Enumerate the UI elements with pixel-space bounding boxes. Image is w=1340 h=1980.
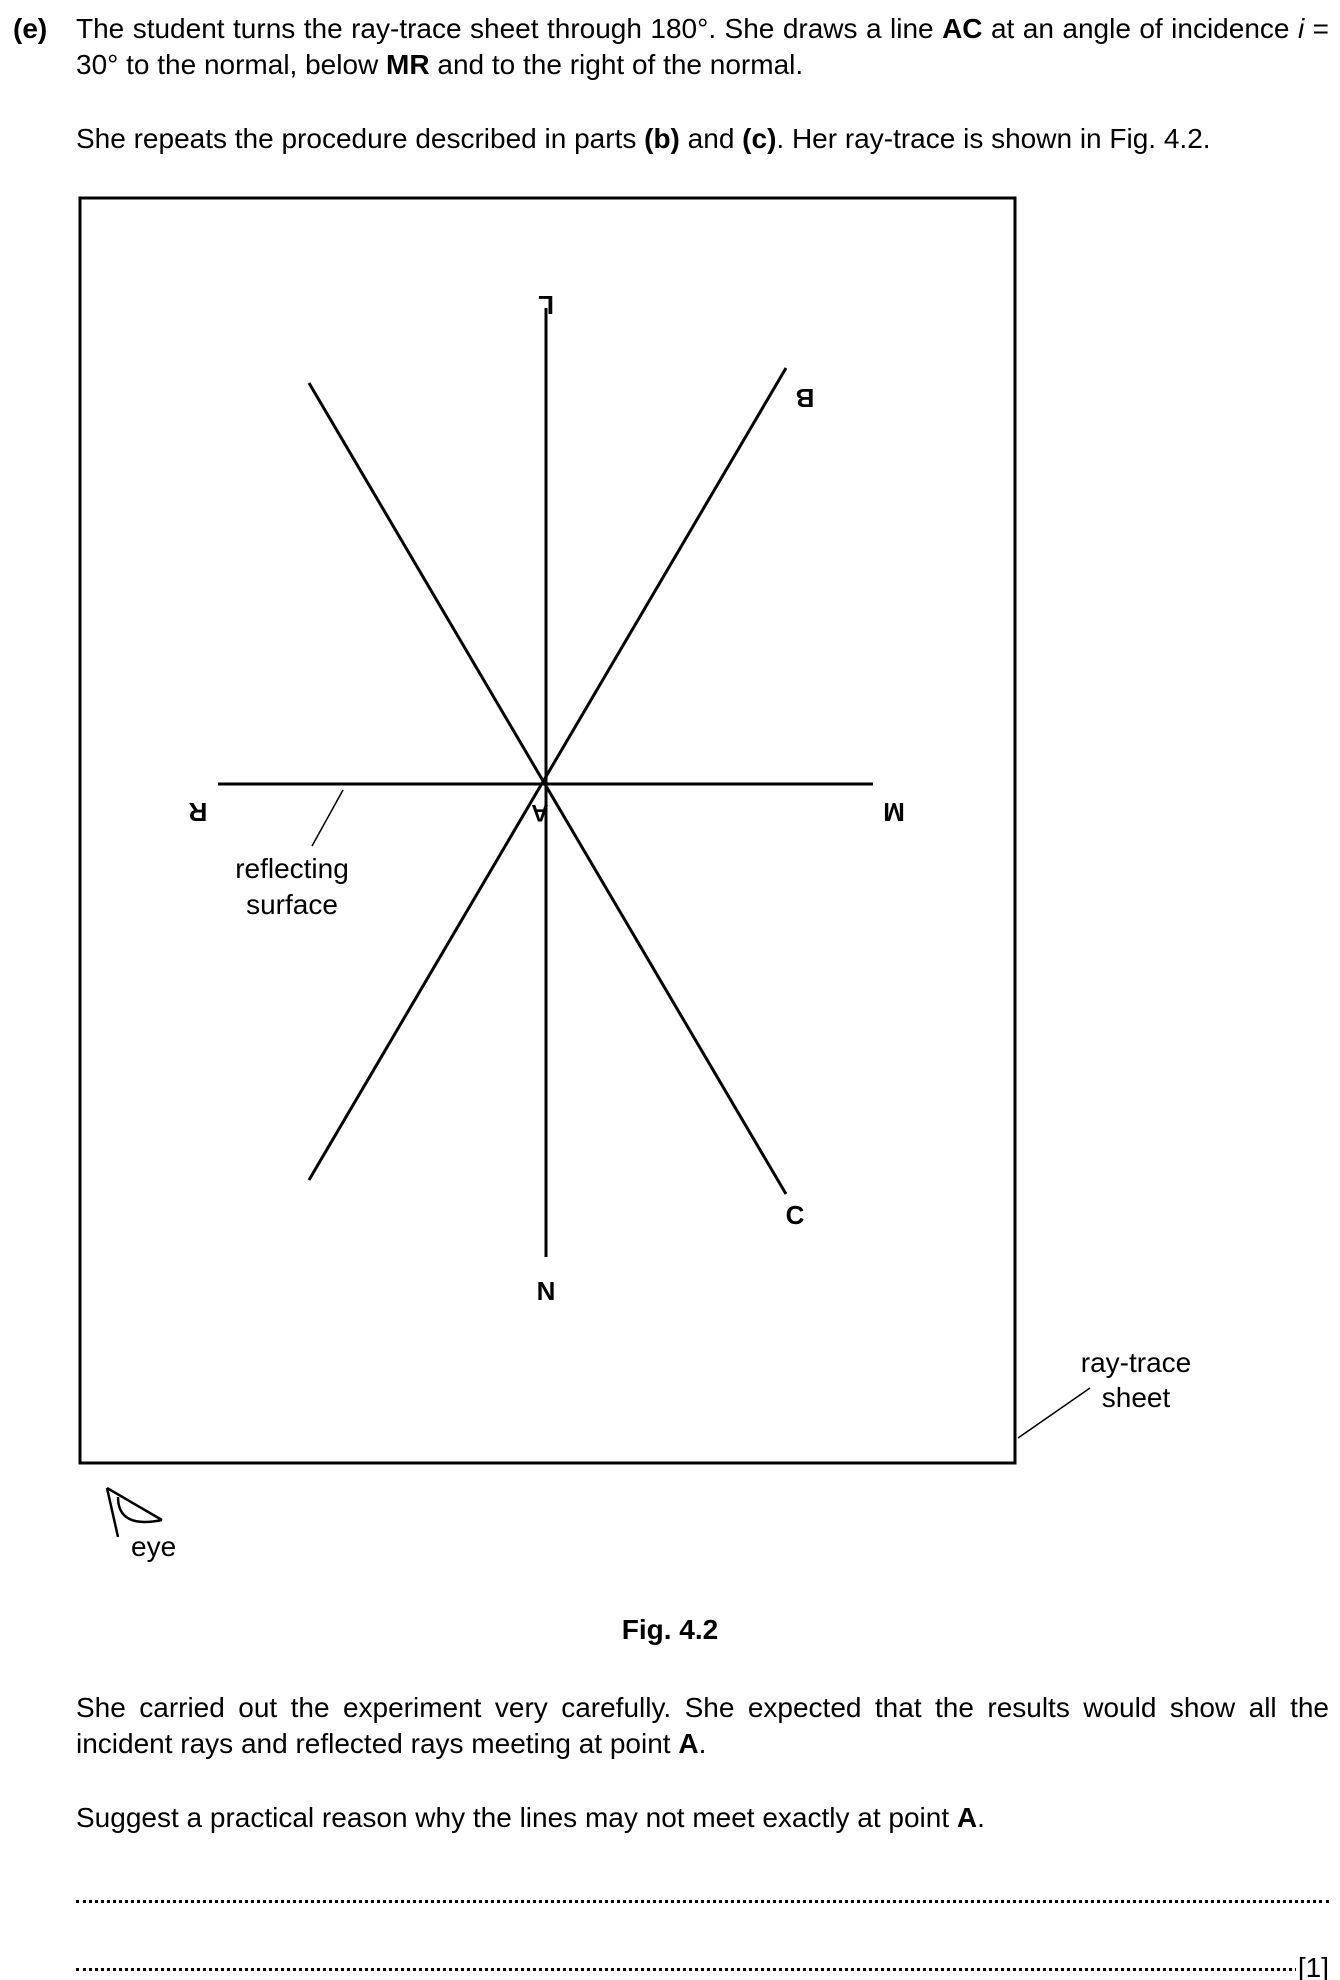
sheet-label-1: ray-trace [1081,1347,1191,1378]
sheet-pointer [1017,1387,1091,1439]
ray-line-c [307,382,788,1195]
label-c: C [786,1200,805,1230]
label-l: L [538,290,554,320]
ray-line-b [307,367,788,1181]
eye-label: eye [131,1531,176,1562]
label-a: A [531,799,548,826]
eye-icon [105,1486,163,1538]
ray-trace-sheet [78,196,1017,1465]
sheet-label-2: sheet [1102,1382,1171,1413]
label-m: M [883,797,905,827]
label-r: R [188,797,207,827]
reflecting-surface-pointer [311,789,344,847]
question-intro: The student turns the ray-trace sheet th… [76,13,1329,80]
part-label: (e) [13,13,48,44]
mark-allocation: [1] [1295,1950,1329,1980]
reflecting-surface-label-2: surface [246,889,338,920]
expectation-text: She carried out the experiment very care… [76,1692,1329,1759]
answer-line-2[interactable]: [1] [76,1944,1329,1980]
figure-caption: Fig. 4.2 [621,1614,719,1645]
label-n: N [537,1276,556,1306]
label-b: B [796,383,815,413]
question-prompt: Suggest a practical reason why the lines… [76,1802,985,1833]
question-repeat: She repeats the procedure described in p… [76,123,1211,154]
answer-line-1[interactable] [76,1876,1329,1912]
reflecting-surface-label-1: reflecting [235,853,349,884]
